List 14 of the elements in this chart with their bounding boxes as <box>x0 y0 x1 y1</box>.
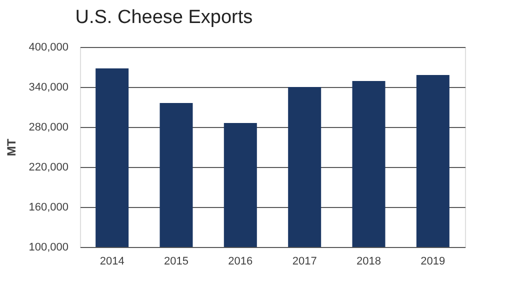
x-tick-label: 2017 <box>292 256 317 268</box>
y-tick-label: 340,000 <box>28 82 68 94</box>
y-tick-label: 280,000 <box>28 122 68 134</box>
x-tick-label: 2016 <box>228 256 253 268</box>
x-tick-label: 2018 <box>356 256 381 268</box>
y-tick-label: 100,000 <box>28 242 68 254</box>
chart-title: U.S. Cheese Exports <box>75 7 253 28</box>
x-tick-label: 2015 <box>164 256 188 268</box>
y-tick-label: 160,000 <box>28 202 68 214</box>
y-tick-label: 400,000 <box>28 42 68 54</box>
y-axis-title: MT <box>4 138 19 156</box>
y-tick-label: 220,000 <box>28 162 68 174</box>
x-tick-label: 2019 <box>420 256 446 268</box>
x-tick-label: 2014 <box>100 256 124 268</box>
